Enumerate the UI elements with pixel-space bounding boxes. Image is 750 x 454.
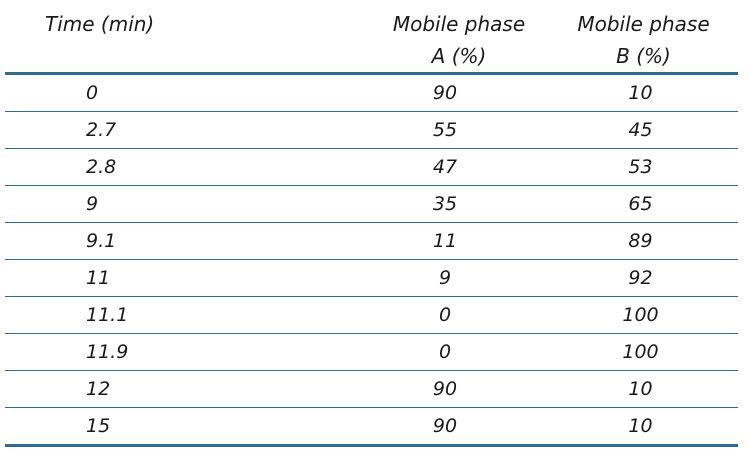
table-row: 15 90 10 bbox=[5, 407, 738, 447]
cell-time: 11 bbox=[5, 259, 369, 297]
table-row: 11 9 92 bbox=[5, 259, 738, 297]
cell-phase-a: 0 bbox=[369, 333, 549, 371]
cell-phase-a: 9 bbox=[369, 259, 549, 297]
cell-phase-b: 92 bbox=[549, 259, 738, 297]
gradient-table: Time (min) Mobile phase A (%) Mobile pha… bbox=[5, 0, 738, 447]
cell-phase-a: 47 bbox=[369, 148, 549, 186]
header-phase-a: Mobile phase A (%) bbox=[369, 0, 549, 75]
cell-phase-b: 100 bbox=[549, 333, 738, 371]
cell-phase-a: 90 bbox=[369, 370, 549, 408]
cell-phase-b: 53 bbox=[549, 148, 738, 186]
header-phase-a-line1: Mobile phase bbox=[392, 12, 526, 36]
header-row: Time (min) Mobile phase A (%) Mobile pha… bbox=[5, 0, 738, 75]
header-time-label: Time (min) bbox=[45, 12, 155, 36]
cell-time: 9 bbox=[5, 185, 369, 223]
table-row: 2.7 55 45 bbox=[5, 111, 738, 149]
cell-phase-a: 90 bbox=[369, 73, 549, 112]
cell-phase-a: 35 bbox=[369, 185, 549, 223]
table-body: 0 90 10 2.7 55 45 2.8 47 53 9 35 65 9.1 bbox=[5, 73, 738, 447]
cell-phase-b: 89 bbox=[549, 222, 738, 260]
cell-phase-a: 90 bbox=[369, 407, 549, 447]
cell-time: 11.1 bbox=[5, 296, 369, 334]
table-row: 11.9 0 100 bbox=[5, 333, 738, 371]
cell-phase-a: 0 bbox=[369, 296, 549, 334]
table-row: 12 90 10 bbox=[5, 370, 738, 408]
gradient-table-container: Time (min) Mobile phase A (%) Mobile pha… bbox=[5, 0, 738, 447]
header-phase-b-line1: Mobile phase bbox=[577, 12, 710, 36]
cell-time: 2.7 bbox=[5, 111, 369, 149]
header-phase-b-line2: B (%) bbox=[616, 44, 671, 68]
table-row: 2.8 47 53 bbox=[5, 148, 738, 186]
table-header: Time (min) Mobile phase A (%) Mobile pha… bbox=[5, 0, 738, 75]
header-time: Time (min) bbox=[5, 0, 369, 75]
cell-time: 2.8 bbox=[5, 148, 369, 186]
cell-time: 11.9 bbox=[5, 333, 369, 371]
cell-time: 12 bbox=[5, 370, 369, 408]
cell-phase-b: 65 bbox=[549, 185, 738, 223]
header-phase-a-line2: A (%) bbox=[431, 44, 487, 68]
table-row: 11.1 0 100 bbox=[5, 296, 738, 334]
cell-phase-a: 11 bbox=[369, 222, 549, 260]
cell-phase-b: 10 bbox=[549, 370, 738, 408]
cell-phase-b: 10 bbox=[549, 73, 738, 112]
cell-phase-b: 100 bbox=[549, 296, 738, 334]
table-row: 9.1 11 89 bbox=[5, 222, 738, 260]
cell-time: 0 bbox=[5, 73, 369, 112]
cell-phase-b: 45 bbox=[549, 111, 738, 149]
table-row: 0 90 10 bbox=[5, 73, 738, 112]
header-phase-b: Mobile phase B (%) bbox=[549, 0, 738, 75]
cell-phase-b: 10 bbox=[549, 407, 738, 447]
cell-time: 9.1 bbox=[5, 222, 369, 260]
cell-phase-a: 55 bbox=[369, 111, 549, 149]
table-row: 9 35 65 bbox=[5, 185, 738, 223]
cell-time: 15 bbox=[5, 407, 369, 447]
